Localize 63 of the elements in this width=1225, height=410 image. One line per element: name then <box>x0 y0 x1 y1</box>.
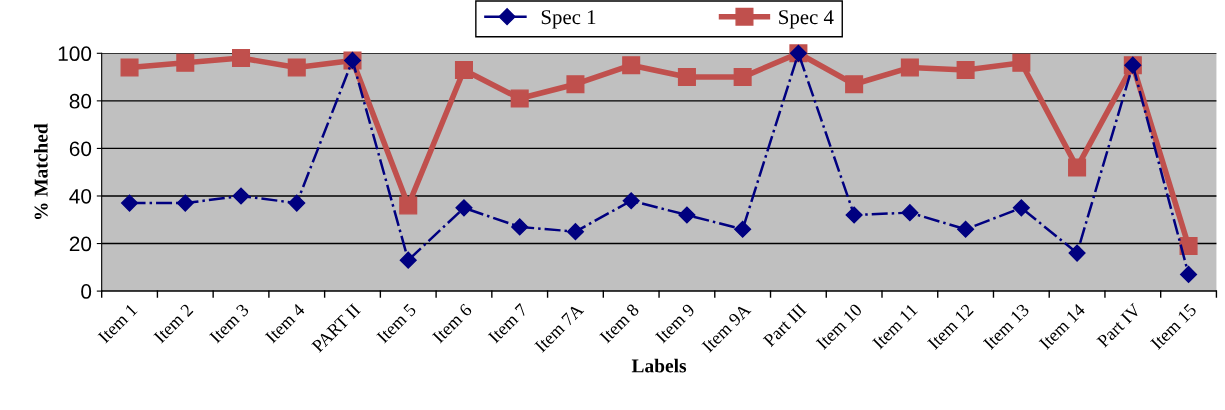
point <box>176 53 195 72</box>
point <box>1180 265 1198 284</box>
x-tick-label: Item 6 <box>431 303 473 344</box>
y-axis-title: % Matched <box>34 123 48 220</box>
point <box>845 75 864 94</box>
point <box>677 68 696 87</box>
point <box>957 220 975 238</box>
x-tick-label: Item 4 <box>264 302 306 344</box>
legend-label: Spec 1 <box>541 10 596 29</box>
y-tick-label: 80 <box>69 93 92 109</box>
point <box>120 58 139 77</box>
point <box>622 56 641 75</box>
point <box>1012 53 1031 72</box>
x-tick-label: Part III <box>762 303 807 348</box>
point <box>845 206 863 224</box>
x-tick-label: Item 3 <box>208 303 250 344</box>
point <box>454 60 473 79</box>
x-tick-label: Item 12 <box>927 303 974 351</box>
y-tick-label: 20 <box>69 236 92 252</box>
y-tick-label: 0 <box>81 284 92 299</box>
point <box>231 49 251 68</box>
x-tick-label: Item 13 <box>982 303 1030 351</box>
point <box>733 68 752 87</box>
point <box>120 194 139 212</box>
point <box>511 218 529 236</box>
x-tick-label: Item 5 <box>376 303 417 344</box>
x-tick-label: Item 10 <box>815 303 863 351</box>
point <box>1179 236 1198 255</box>
x-tick-label: Item 14 <box>1038 302 1086 351</box>
x-tick-label: Item 8 <box>599 303 640 344</box>
x-tick-label: Item 7 <box>487 303 529 344</box>
point <box>900 58 919 77</box>
point <box>455 199 473 217</box>
point <box>232 187 250 205</box>
point <box>287 58 306 77</box>
point <box>510 89 529 108</box>
point <box>1068 244 1086 262</box>
point <box>399 196 418 215</box>
point <box>566 75 585 94</box>
y-tick-label: 60 <box>69 141 92 157</box>
point <box>288 194 306 212</box>
x-tick-label: Item 1 <box>97 303 138 344</box>
x-tick-label: Item 15 <box>1150 303 1198 351</box>
point <box>1012 199 1030 217</box>
x-tick-label: Item 9 <box>654 303 696 344</box>
y-tick-label: 100 <box>58 46 92 62</box>
x-axis-title: Labels <box>631 358 687 373</box>
x-tick-label: Item 2 <box>153 303 194 344</box>
x-tick-label: Part IV <box>1096 302 1142 349</box>
x-tick-label: Item 7A <box>534 302 585 353</box>
x-tick-label: Item 11 <box>871 303 919 350</box>
point <box>734 220 752 238</box>
point <box>678 206 696 224</box>
x-tick-label: Item 9A <box>701 302 752 353</box>
legend-label: Spec 4 <box>779 10 834 29</box>
point <box>901 204 919 222</box>
point <box>956 60 975 79</box>
point <box>399 251 417 269</box>
y-tick-label: 40 <box>69 188 92 204</box>
point <box>566 223 584 241</box>
point <box>176 194 194 212</box>
point <box>622 192 640 210</box>
point <box>1068 158 1087 177</box>
